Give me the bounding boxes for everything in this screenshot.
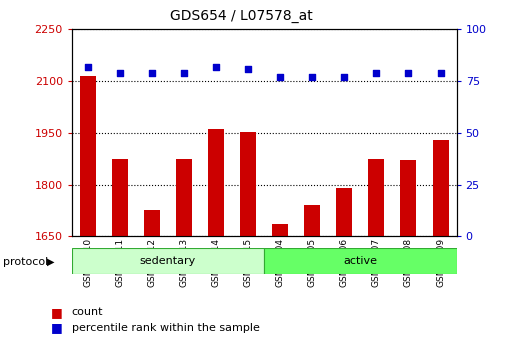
Point	[372, 70, 381, 76]
Bar	[337, 188, 352, 236]
Text: active: active	[343, 256, 378, 266]
Text: ▶: ▶	[47, 257, 55, 266]
Point	[308, 74, 317, 80]
Bar	[264, 248, 457, 274]
Bar	[304, 205, 320, 236]
Bar	[401, 160, 417, 236]
Bar	[80, 76, 96, 236]
Text: protocol: protocol	[3, 257, 48, 266]
Point	[116, 70, 124, 76]
Text: sedentary: sedentary	[140, 256, 196, 266]
Point	[276, 74, 284, 80]
Text: ■: ■	[51, 306, 63, 319]
Bar	[368, 159, 384, 236]
Bar	[208, 129, 224, 236]
Point	[437, 70, 445, 76]
Text: count: count	[72, 307, 103, 317]
Bar	[240, 132, 256, 236]
Bar	[176, 159, 192, 236]
Point	[404, 70, 412, 76]
Point	[180, 70, 188, 76]
Bar	[272, 224, 288, 236]
Text: percentile rank within the sample: percentile rank within the sample	[72, 323, 260, 333]
Bar	[432, 140, 448, 236]
Bar	[144, 210, 160, 236]
Bar	[72, 248, 264, 274]
Point	[148, 70, 156, 76]
Point	[244, 66, 252, 71]
Point	[84, 64, 92, 69]
Text: GDS654 / L07578_at: GDS654 / L07578_at	[170, 9, 312, 23]
Text: ■: ■	[51, 321, 63, 334]
Point	[212, 64, 220, 69]
Bar	[112, 159, 128, 236]
Point	[340, 74, 348, 80]
